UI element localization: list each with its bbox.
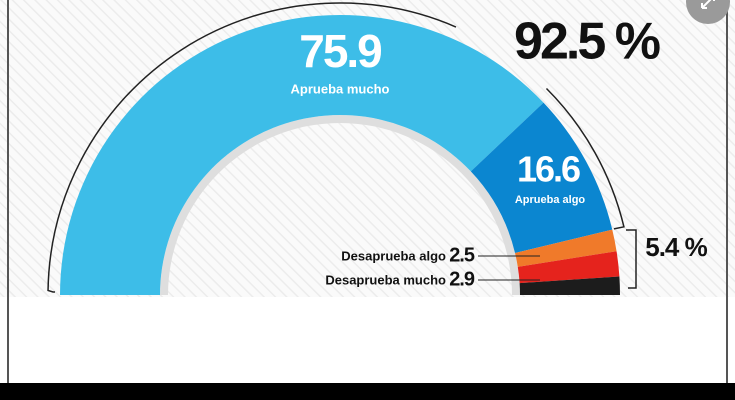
- category-label: Aprueba mucho: [291, 81, 390, 96]
- bottom-bar: [0, 383, 735, 400]
- value-label: 2.9: [449, 268, 475, 290]
- category-label: Desaprueba algo: [341, 248, 446, 263]
- value-label: 2.5: [449, 244, 475, 266]
- category-label: Desaprueba mucho: [325, 272, 446, 287]
- value-label: 16.6: [517, 149, 580, 190]
- value-label: 75.9: [299, 25, 381, 77]
- total-label: 92.5 %: [514, 13, 660, 71]
- segment: [470, 102, 613, 253]
- bracket: [626, 229, 637, 289]
- expand-button[interactable]: [686, 0, 730, 24]
- segment: [515, 229, 617, 267]
- bracket: [47, 2, 625, 293]
- segment: [519, 276, 620, 295]
- total-label: 5.4 %: [645, 232, 707, 262]
- category-label: Aprueba algo: [515, 194, 586, 206]
- segment: [60, 14, 544, 296]
- segment: [517, 251, 620, 284]
